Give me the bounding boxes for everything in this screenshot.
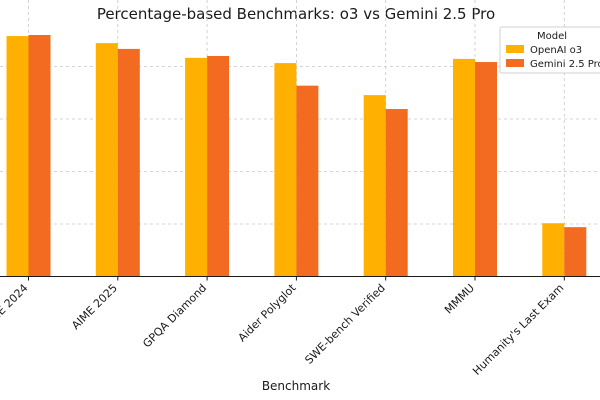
bar-gemini-2-5-pro-6 [564,227,587,277]
bar-openai-o3-5 [453,58,475,277]
bar-openai-o3-0 [6,36,29,277]
bar-gemini-2-5-pro-5 [475,62,497,277]
x-tick-label: SWE-bench Verified [302,281,387,366]
legend-label: Gemini 2.5 Pro [530,59,600,70]
bar-gemini-2-5-pro-2 [207,56,230,277]
bars [6,35,587,277]
x-tick-label: MMMU [442,281,477,316]
bar-gemini-2-5-pro-1 [117,48,140,277]
bar-openai-o3-3 [274,63,297,277]
bar-gemini-2-5-pro-4 [385,109,408,277]
legend-label: OpenAI o3 [530,45,582,56]
legend-swatch [506,45,524,53]
x-tick-label: GPQA Diamond [140,281,209,350]
x-tick-label: AIME 2024 [0,281,31,332]
bar-openai-o3-2 [185,57,208,277]
legend-swatch [506,59,524,67]
legend-box [499,26,600,74]
x-tick-labels: AIME 2024 AIME 2025 GPQA Diamond Aider Poly… [0,276,566,378]
x-tick-label: AIME 2025 [69,281,120,332]
bar-openai-o3-4 [363,95,386,277]
bar-openai-o3-1 [95,43,118,277]
bar-openai-o3-6 [542,223,565,277]
legend-title: Model [537,31,567,42]
x-tick-label: Humanity's Last Exam [470,281,566,377]
x-axis-label: Benchmark [262,379,330,393]
x-tick-label: Aider Polyglot [236,281,299,344]
legend: Model OpenAI o3 Gemini 2.5 Pro [499,26,600,74]
bar-gemini-2-5-pro-3 [296,85,319,277]
bar-gemini-2-5-pro-0 [28,35,51,277]
